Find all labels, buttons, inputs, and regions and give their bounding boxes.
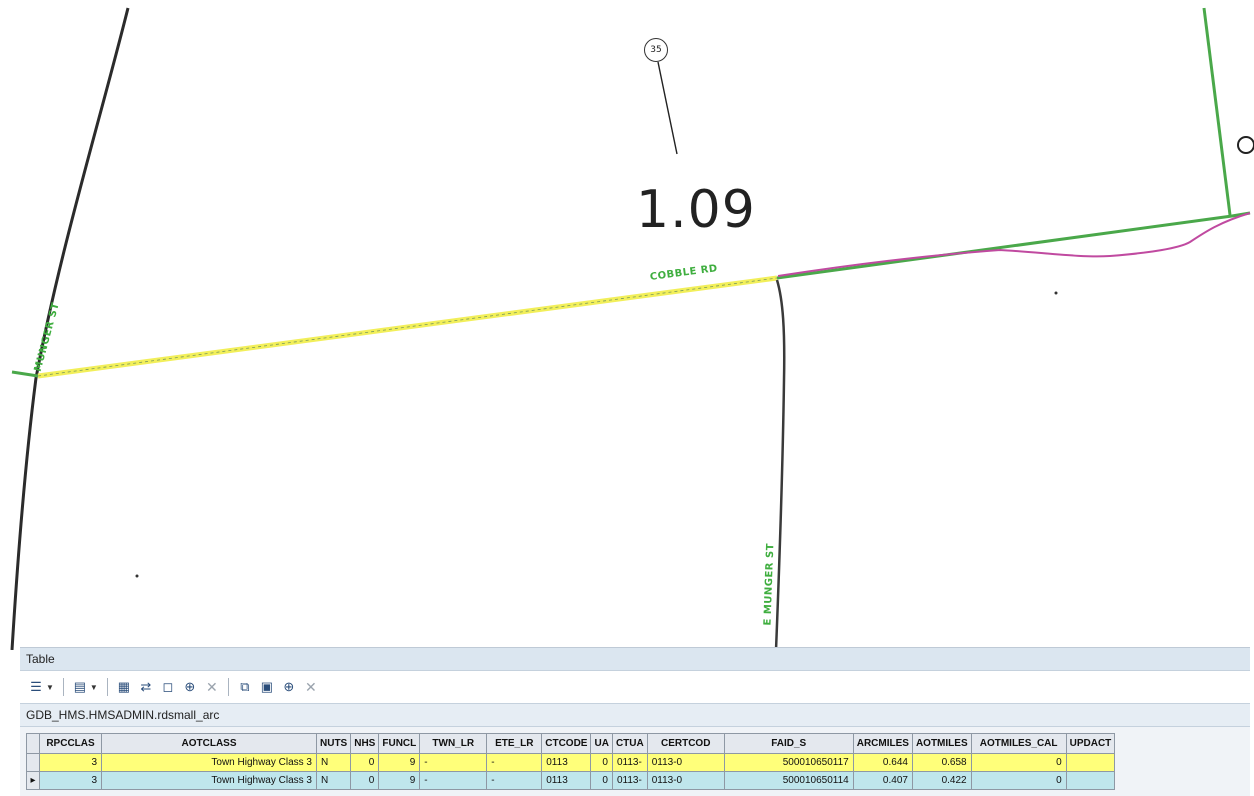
column-header-aotclass[interactable]: AOTCLASS (101, 733, 317, 754)
zoom-to-selected-icon[interactable]: ⊕ (184, 679, 196, 694)
clear-selection-icon[interactable]: ◻ (162, 679, 174, 694)
cell-twn-lr[interactable]: - (419, 771, 488, 790)
cell-rpcclas[interactable]: 3 (39, 753, 102, 772)
cell-certcod[interactable]: 0113-0 (646, 771, 725, 790)
row-selector[interactable]: ▸ (26, 771, 40, 790)
route-marker: 35 (644, 38, 668, 62)
column-header-nhs[interactable]: NHS (350, 733, 380, 754)
column-header-twn-lr[interactable]: TWN_LR (419, 733, 488, 754)
chevron-down-icon[interactable]: ▼ (89, 682, 98, 692)
column-header-ete-lr[interactable]: ETE_LR (486, 733, 543, 754)
select-by-attributes-icon[interactable]: ▦ (117, 679, 130, 694)
cell-aotmiles[interactable]: 0.658 (911, 753, 972, 772)
attribute-table-window[interactable]: Table ☰ ▼ ▤ ▼ ▦ ⇄ ◻ ⊕ ✕ ⧉ ▣ ⊕ ✕ GDB_HMS.… (20, 647, 1250, 796)
column-header-updact[interactable]: UPDACT (1065, 733, 1116, 754)
marker-leader-line (657, 61, 678, 155)
toolbar-divider (62, 678, 64, 696)
cell-funcl[interactable]: 9 (378, 753, 421, 772)
row-selector[interactable] (26, 753, 40, 772)
mileage-label: 1.09 (636, 180, 756, 240)
column-header-selector[interactable] (26, 733, 40, 754)
cell-aotmiles[interactable]: 0.422 (911, 771, 972, 790)
cell-ete-lr[interactable]: - (486, 753, 543, 772)
chevron-down-icon[interactable]: ▼ (46, 682, 54, 692)
column-header-rpcclas[interactable]: RPCCLAS (39, 733, 102, 754)
road-northeast (1202, 7, 1232, 216)
column-header-nuts[interactable]: NUTS (315, 733, 352, 754)
zoom-icon[interactable]: ⊕ (283, 679, 295, 694)
attribute-table: RPCCLAS AOTCLASS NUTS NHS FUNCL TWN_LR E… (26, 733, 1116, 790)
road-munger-left (10, 7, 130, 650)
cell-arcmiles[interactable]: 0.644 (852, 753, 913, 772)
cell-aotmiles-cal[interactable]: 0 (970, 753, 1067, 772)
cell-updact[interactable] (1065, 771, 1116, 790)
cell-arcmiles[interactable]: 0.407 (852, 771, 913, 790)
cell-ctua[interactable]: 0113- (611, 753, 648, 772)
layer-tab[interactable]: GDB_HMS.HMSADMIN.rdsmall_arc (20, 703, 1250, 727)
cell-faid-s[interactable]: 500010650117 (723, 753, 854, 772)
table-toolbar: ☰ ▼ ▤ ▼ ▦ ⇄ ◻ ⊕ ✕ ⧉ ▣ ⊕ ✕ (20, 671, 1250, 703)
cell-ctua[interactable]: 0113- (611, 771, 648, 790)
cell-rpcclas[interactable]: 3 (39, 771, 102, 790)
cell-ua[interactable]: 0 (590, 753, 613, 772)
column-header-aotmiles-cal[interactable]: AOTMILES_CAL (970, 733, 1067, 754)
column-header-arcmiles[interactable]: ARCMILES (852, 733, 913, 754)
cell-aotmiles-cal[interactable]: 0 (970, 771, 1067, 790)
cell-aotclass[interactable]: Town Highway Class 3 (101, 771, 317, 790)
cell-ctcode[interactable]: 0113 (541, 771, 592, 790)
column-header-aotmiles[interactable]: AOTMILES (911, 733, 972, 754)
column-header-ctua[interactable]: CTUA (611, 733, 648, 754)
cell-updact[interactable] (1065, 753, 1116, 772)
cell-funcl[interactable]: 9 (378, 771, 421, 790)
column-header-faid-s[interactable]: FAID_S (723, 733, 854, 754)
road-stub-left (11, 370, 39, 378)
cell-aotclass[interactable]: Town Highway Class 3 (101, 753, 317, 772)
toolbar-divider (227, 678, 229, 696)
column-header-ctcode[interactable]: CTCODE (541, 733, 592, 754)
cell-nuts[interactable]: N (315, 753, 352, 772)
paste-icon[interactable]: ▣ (260, 679, 273, 694)
column-header-funcl[interactable]: FUNCL (378, 733, 421, 754)
table-options-icon[interactable]: ☰ (30, 679, 42, 694)
cell-faid-s[interactable]: 500010650114 (723, 771, 854, 790)
map-view[interactable]: 35 1.09 COBBLE RD MUNGER ST E MUNGER ST (0, 0, 1254, 650)
table-window-title: Table (20, 648, 1250, 671)
switch-selection-icon[interactable]: ⇄ (140, 679, 152, 694)
cell-ete-lr[interactable]: - (486, 771, 543, 790)
cell-nuts[interactable]: N (315, 771, 352, 790)
delete-selected-icon[interactable]: ✕ (205, 678, 218, 695)
road-munger-south (774, 279, 786, 650)
cell-twn-lr[interactable]: - (419, 753, 488, 772)
cell-ctcode[interactable]: 0113 (541, 753, 592, 772)
column-header-ua[interactable]: UA (590, 733, 613, 754)
cell-nhs[interactable]: 0 (350, 771, 380, 790)
cell-certcod[interactable]: 0113-0 (646, 753, 725, 772)
pink-line (777, 212, 1251, 277)
map-canvas[interactable] (0, 0, 1254, 650)
copy-selected-icon[interactable]: ⧉ (240, 679, 250, 694)
table-header-row: RPCCLAS AOTCLASS NUTS NHS FUNCL TWN_LR E… (26, 733, 1116, 754)
cell-ua[interactable]: 0 (590, 771, 613, 790)
related-tables-icon[interactable]: ▤ (73, 679, 87, 694)
table-row[interactable]: 3 Town Highway Class 3 N 0 9 - - 0113 0 … (26, 753, 1116, 772)
toolbar-divider (106, 678, 108, 696)
cell-nhs[interactable]: 0 (350, 753, 380, 772)
delete-icon[interactable]: ✕ (304, 678, 317, 695)
column-header-certcod[interactable]: CERTCOD (646, 733, 725, 754)
table-row[interactable]: ▸ 3 Town Highway Class 3 N 0 9 - - 0113 … (26, 771, 1116, 790)
